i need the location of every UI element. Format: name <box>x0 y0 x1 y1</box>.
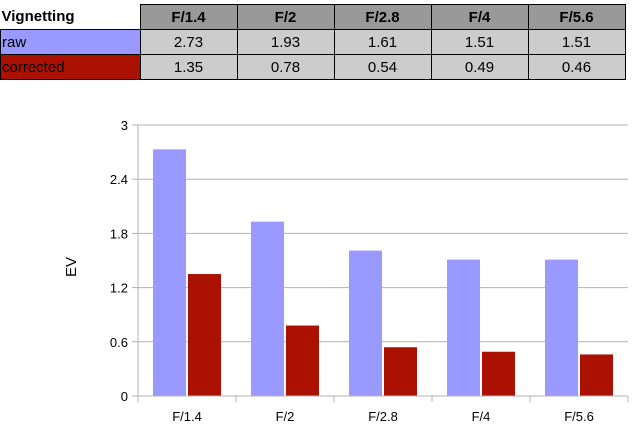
table-row-raw: raw 2.73 1.93 1.61 1.51 1.51 <box>0 29 626 55</box>
y-axis-label: EV <box>63 257 80 277</box>
x-tick-label: F/1.4 <box>172 409 202 424</box>
table-cell: 1.35 <box>139 54 238 80</box>
vignetting-table: Vignetting F/1.4 F/2 F/2.8 F/4 F/5.6 raw… <box>0 4 626 80</box>
bar <box>482 351 515 396</box>
bar <box>545 259 578 396</box>
y-tick-label: 3 <box>121 118 128 133</box>
y-tick-label: 1.2 <box>110 281 128 296</box>
table-cell: 2.73 <box>139 29 238 55</box>
table-cell: 1.61 <box>333 29 432 55</box>
bar <box>349 250 382 396</box>
table-cell: 1.93 <box>236 29 335 55</box>
y-tick-label: 1.8 <box>110 226 128 241</box>
bar <box>251 221 284 396</box>
table-cell: 0.49 <box>430 54 529 80</box>
table-corner-label: Vignetting <box>0 4 141 30</box>
x-tick-label: F/2.8 <box>368 409 398 424</box>
y-tick-label: 0 <box>121 389 128 404</box>
bar <box>188 274 221 396</box>
y-tick-label: 0.6 <box>110 335 128 350</box>
table-cell: 0.54 <box>333 54 432 80</box>
x-tick-label: F/2 <box>276 409 295 424</box>
x-tick-label: F/4 <box>472 409 491 424</box>
row-label-corrected: corrected <box>0 54 141 80</box>
column-header: F/2.8 <box>333 4 432 30</box>
column-header: F/5.6 <box>527 4 626 30</box>
bar <box>286 325 319 396</box>
column-header: F/1.4 <box>139 4 238 30</box>
ev-bar-chart: 0 0.6 1.2 1.8 2.4 3 F/1.4 F/2 F/2.8 F/4 F/5.6 EV <box>63 118 629 424</box>
column-header: F/2 <box>236 4 335 30</box>
bar <box>447 259 480 396</box>
table-cell: 0.46 <box>527 54 626 80</box>
y-tick-label: 2.4 <box>110 172 128 187</box>
row-label-raw: raw <box>0 29 141 55</box>
table-header-row: Vignetting F/1.4 F/2 F/2.8 F/4 F/5.6 <box>0 4 626 30</box>
column-header: F/4 <box>430 4 529 30</box>
bar <box>580 354 613 396</box>
axes: 0 0.6 1.2 1.8 2.4 3 F/1.4 F/2 F/2.8 F/4 F/5.6 <box>110 118 629 424</box>
table-cell: 1.51 <box>430 29 529 55</box>
table-cell: 1.51 <box>527 29 626 55</box>
bar <box>153 149 186 396</box>
bar <box>384 347 417 396</box>
x-tick-label: F/5.6 <box>564 409 594 424</box>
bars <box>153 149 613 396</box>
table-cell: 0.78 <box>236 54 335 80</box>
table-row-corrected: corrected 1.35 0.78 0.54 0.49 0.46 <box>0 54 626 80</box>
